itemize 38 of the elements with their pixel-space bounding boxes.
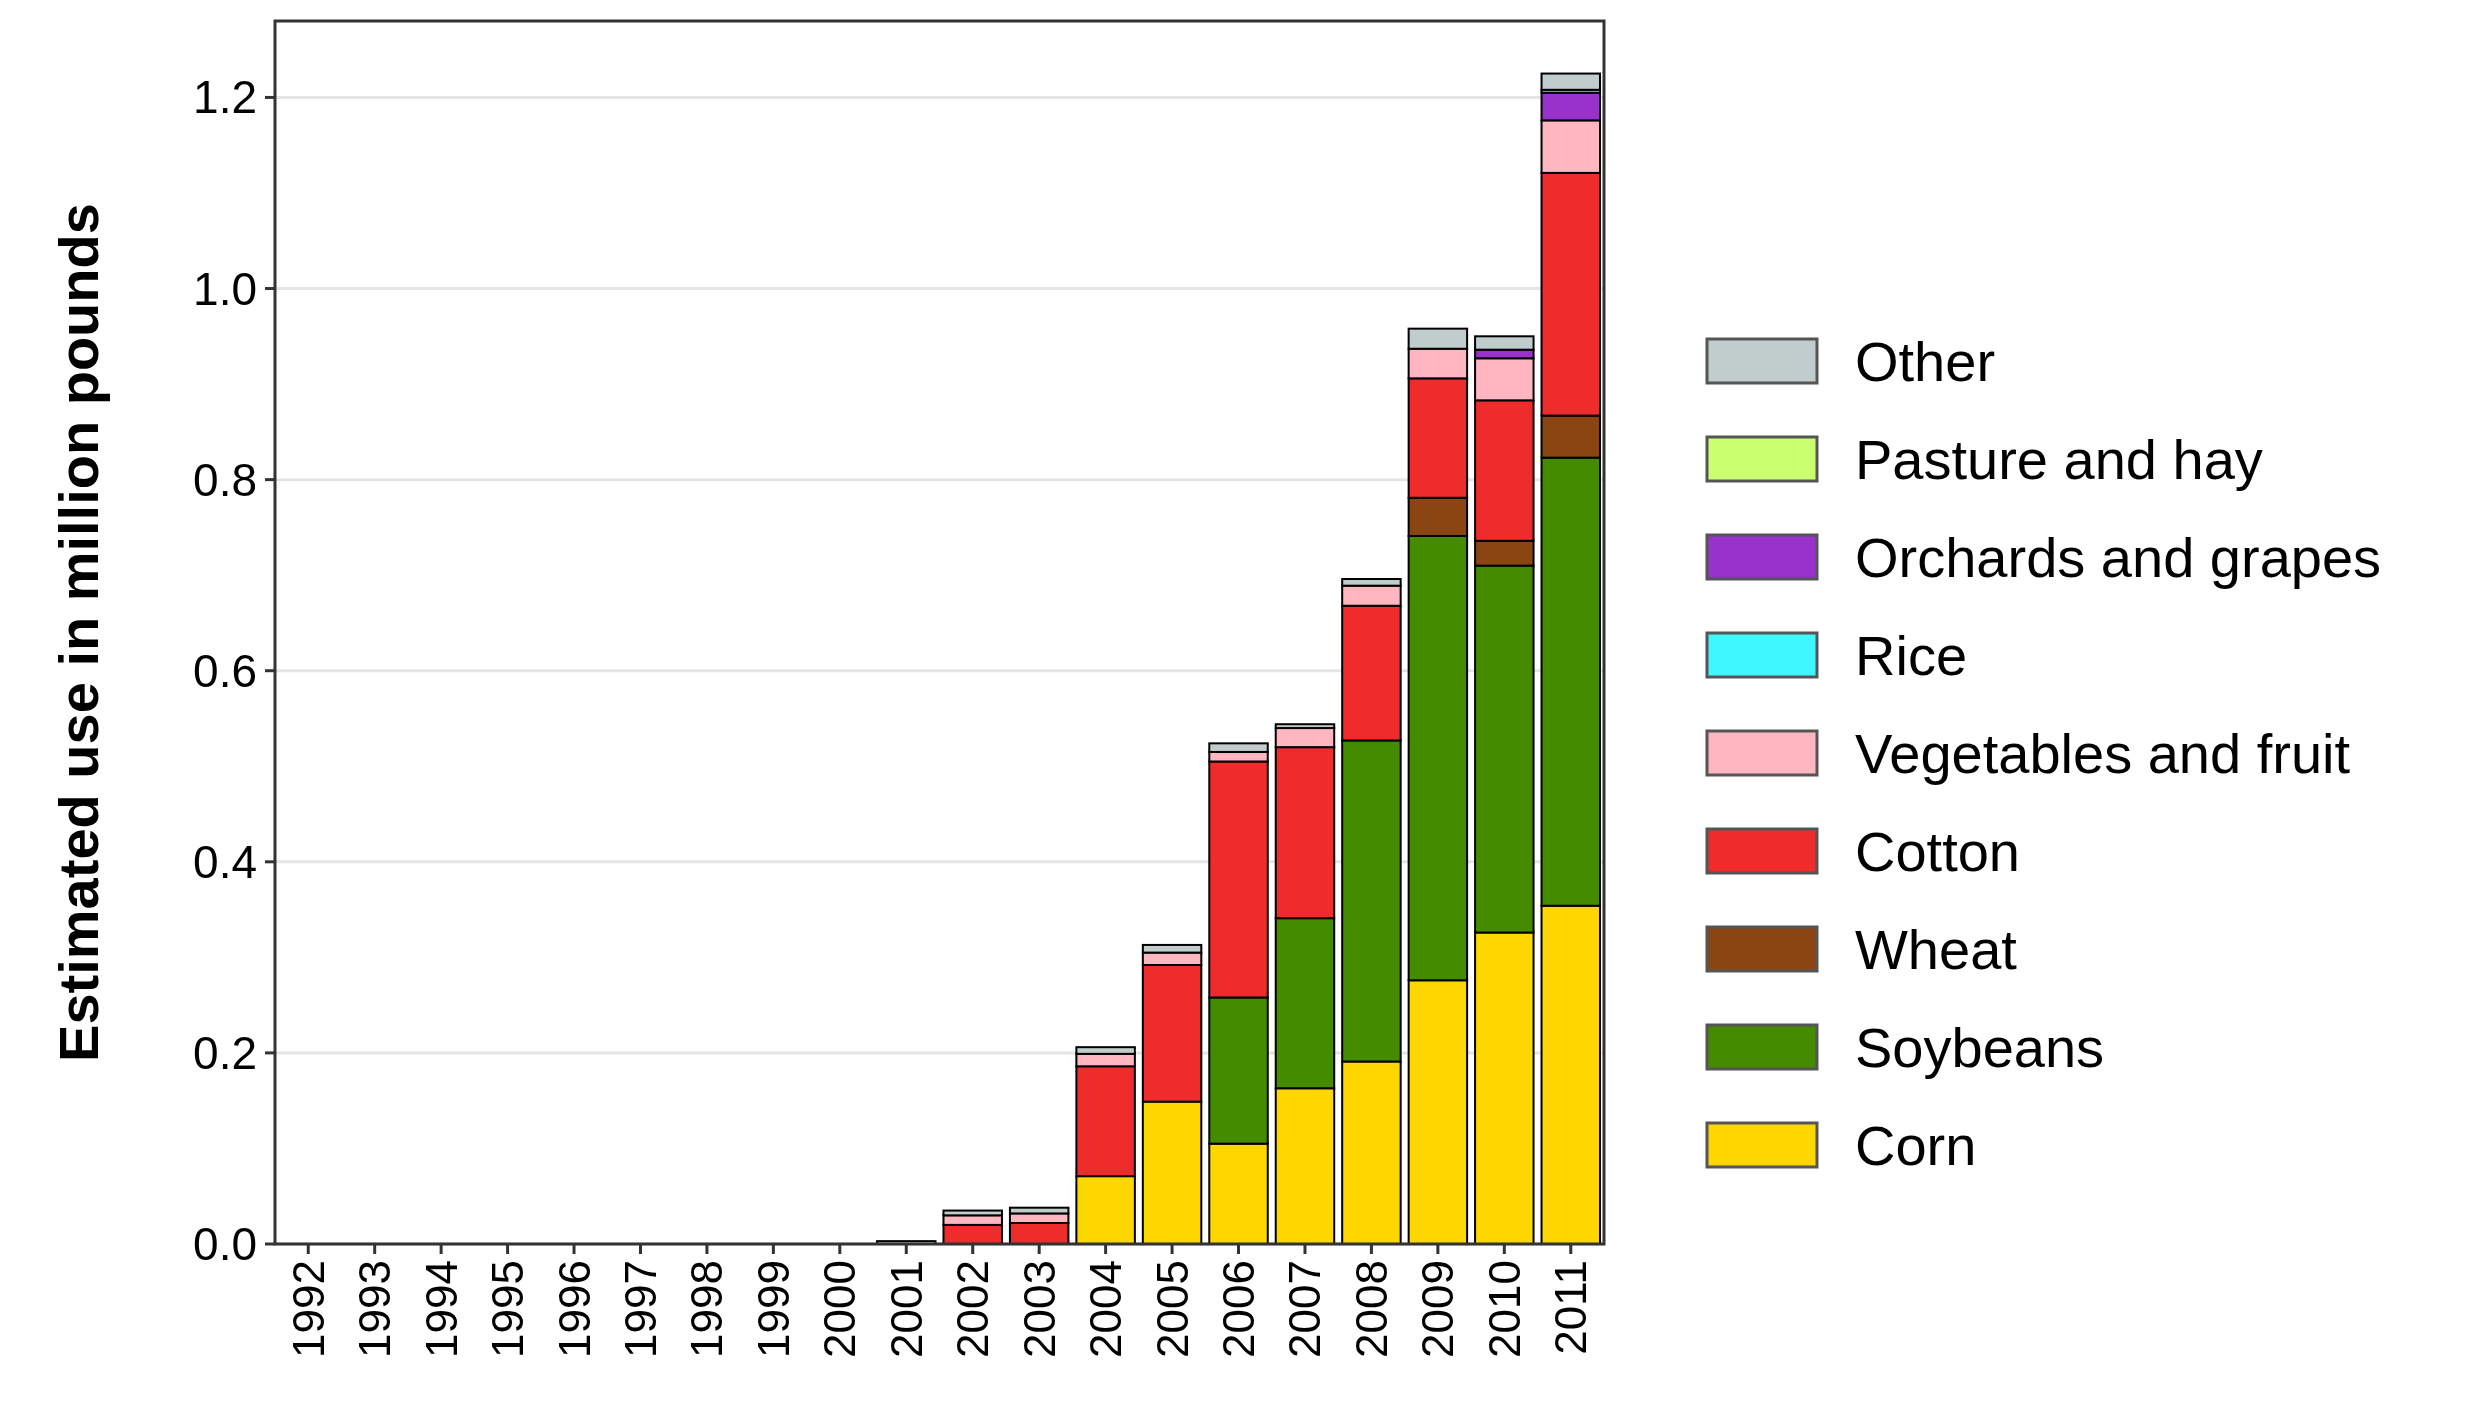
x-tick-label: 2005 <box>1147 1260 1197 1358</box>
x-tick-label: 2002 <box>948 1260 998 1358</box>
legend-label: Pasture and hay <box>1855 427 2263 491</box>
x-tick-label: 2000 <box>815 1260 865 1358</box>
y-tick-label: 1.2 <box>193 71 257 124</box>
y-tick-label: 0.6 <box>193 644 257 697</box>
legend-label: Soybeans <box>1855 1015 2105 1079</box>
y-tick-label: 0.4 <box>193 835 257 888</box>
x-tick-label: 1997 <box>615 1260 665 1358</box>
legend-label: Vegetables and fruit <box>1855 721 2351 785</box>
x-tick-label: 1992 <box>283 1260 333 1358</box>
y-axis-title: Estimated use in million pounds <box>46 203 110 1062</box>
legend-label: Other <box>1855 329 1996 393</box>
x-tick-label: 1998 <box>682 1260 732 1358</box>
legend-label: Wheat <box>1855 917 2018 981</box>
y-tick-label: 0.8 <box>193 453 257 506</box>
legend-label: Corn <box>1855 1113 1977 1177</box>
x-tick-label: 1996 <box>549 1260 599 1358</box>
legend-label: Orchards and grapes <box>1855 525 2382 589</box>
x-tick-label: 2006 <box>1214 1260 1264 1358</box>
x-tick-label: 1994 <box>416 1260 466 1358</box>
legend-label: Rice <box>1855 623 1968 687</box>
y-tick-label: 0.2 <box>193 1026 257 1079</box>
y-tick-label: 0.0 <box>193 1218 257 1270</box>
x-tick-label: 2001 <box>881 1260 931 1358</box>
bar <box>1540 72 1602 91</box>
x-tick-label: 2010 <box>1479 1260 1529 1358</box>
x-tick-label: 2008 <box>1346 1260 1396 1358</box>
x-tick-label: 2009 <box>1413 1260 1463 1358</box>
x-tick-label: 1995 <box>483 1260 533 1358</box>
x-tick-label: 1993 <box>350 1260 400 1358</box>
x-tick-label: 1999 <box>748 1260 798 1358</box>
x-tick-label: 2007 <box>1280 1260 1330 1358</box>
x-tick-label: 2011 <box>1546 1260 1596 1355</box>
y-tick-label: 1.0 <box>193 262 257 315</box>
legend-label: Cotton <box>1855 819 2020 883</box>
x-tick-label: 2004 <box>1081 1260 1131 1358</box>
x-tick-label: 2003 <box>1014 1260 1064 1358</box>
